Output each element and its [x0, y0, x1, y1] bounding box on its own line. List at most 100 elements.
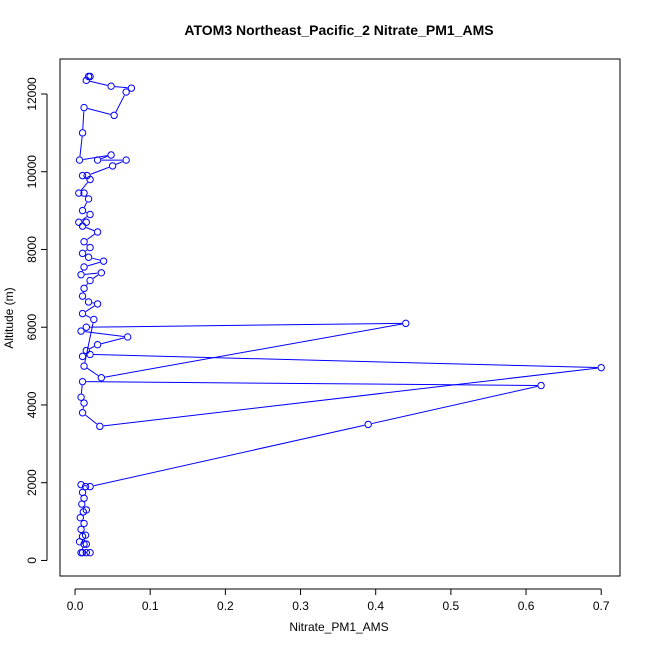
data-point	[84, 253, 93, 261]
data-point	[82, 346, 91, 355]
data-point	[78, 171, 87, 180]
series-segment	[92, 257, 101, 261]
data-point	[81, 531, 90, 539]
data-point	[84, 72, 93, 81]
series-segment	[115, 161, 123, 165]
data-point	[82, 540, 91, 548]
data-point	[82, 548, 91, 557]
data-point	[97, 269, 106, 277]
data-point	[80, 399, 88, 407]
data-point	[90, 315, 98, 324]
data-point	[77, 525, 85, 534]
series-segment	[103, 367, 598, 427]
series-segment	[93, 354, 598, 369]
plot-frame	[59, 58, 621, 577]
data-point	[364, 420, 372, 429]
data-point	[82, 76, 91, 85]
series-segment	[90, 322, 402, 328]
y-axis: 0 2000 4000 6000 8000 10000 12000	[25, 77, 48, 564]
data-point	[80, 362, 88, 370]
series-segment	[89, 346, 95, 350]
series-segment	[85, 314, 91, 319]
series-segment	[86, 243, 88, 246]
data-point	[78, 488, 87, 497]
series-segment	[84, 298, 87, 300]
y-tick-label: 10000	[25, 155, 39, 189]
data-point	[78, 309, 87, 318]
series-segment	[84, 272, 98, 275]
y-tick-label: 8000	[25, 236, 39, 263]
data-point	[80, 189, 88, 197]
data-point	[83, 171, 91, 180]
series-segment	[80, 385, 83, 394]
data-point	[93, 341, 102, 349]
series-segment	[92, 274, 99, 279]
data-point	[82, 218, 91, 226]
x-tick-label: 0.0	[67, 599, 84, 613]
series-segment	[104, 323, 403, 378]
data-point	[80, 284, 88, 293]
data-point	[78, 249, 87, 258]
data-point	[78, 206, 87, 215]
series-segment	[83, 202, 88, 208]
series-points-group	[75, 72, 605, 557]
data-point	[86, 350, 94, 359]
data-point	[86, 482, 94, 491]
data-point	[76, 513, 85, 522]
data-point	[96, 422, 104, 431]
series-segment	[101, 337, 125, 345]
data-point	[82, 323, 91, 331]
series-segment	[82, 111, 85, 130]
data-point	[75, 189, 83, 197]
data-point	[78, 129, 87, 137]
series-segment	[114, 86, 128, 89]
data-point	[78, 292, 87, 300]
x-axis-label: Nitrate_PM1_AMS	[289, 620, 388, 634]
series-segment	[371, 385, 538, 425]
data-point	[80, 540, 88, 548]
series-segment	[93, 424, 365, 487]
series-segment	[85, 227, 95, 232]
data-point	[86, 243, 94, 252]
y-tick-label: 0	[25, 557, 39, 564]
series-segment	[115, 95, 125, 113]
x-tick-label: 0.1	[142, 599, 159, 613]
series-segment	[79, 136, 83, 157]
data-point	[402, 319, 410, 328]
series-segment	[80, 182, 89, 191]
data-point	[110, 111, 118, 120]
data-point	[123, 333, 132, 341]
series-segment	[86, 381, 538, 386]
series-segment	[86, 233, 95, 240]
data-point	[93, 156, 102, 164]
x-tick-label: 0.7	[593, 599, 610, 613]
data-point	[86, 548, 94, 557]
y-tick-label: 12000	[25, 77, 39, 111]
series-segment	[90, 166, 110, 175]
y-tick-label: 2000	[25, 469, 39, 496]
data-point	[78, 409, 87, 417]
x-tick-label: 0.5	[443, 599, 460, 613]
series-segment	[87, 261, 101, 267]
data-point	[107, 82, 115, 90]
data-point	[127, 84, 136, 92]
series-segment	[89, 80, 108, 86]
data-point	[75, 538, 84, 546]
data-point	[80, 103, 88, 112]
data-point	[86, 276, 94, 285]
x-tick-label: 0.3	[292, 599, 309, 613]
data-point	[93, 300, 102, 308]
x-tick-label: 0.6	[518, 599, 535, 613]
series-segment	[81, 216, 88, 221]
data-point	[77, 548, 85, 557]
chart-title: ATOM3 Northeast_Pacific_2 Nitrate_PM1_AM…	[184, 22, 493, 38]
data-point	[84, 298, 93, 306]
data-point	[108, 162, 117, 170]
series-segment	[85, 249, 88, 252]
x-tick-label: 0.4	[367, 599, 384, 613]
data-point	[80, 263, 88, 271]
data-point	[78, 352, 87, 361]
data-point	[77, 327, 85, 335]
series-segment	[86, 367, 99, 377]
